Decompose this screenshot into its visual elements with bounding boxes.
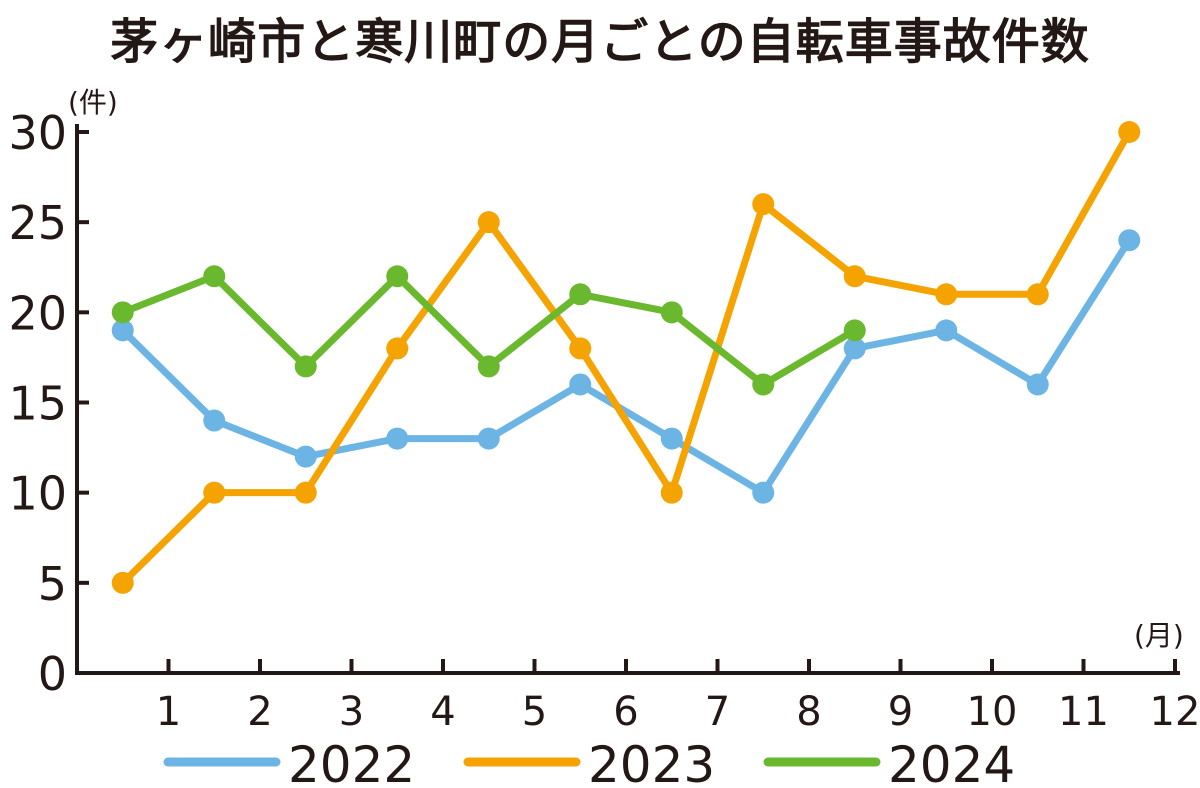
data-point-2022 [660,427,683,450]
x-tick-label: 6 [613,689,638,735]
x-tick-label: 1 [156,689,181,735]
legend-label: 2022 [288,736,415,788]
x-tick-label: 9 [888,689,913,735]
data-point-2022 [843,337,866,360]
data-point-2023 [660,481,683,504]
data-point-2023 [843,265,866,288]
x-tick-label: 8 [796,689,821,735]
data-point-2022 [569,373,592,396]
x-tick-label: 4 [430,689,455,735]
data-point-2022 [935,319,958,342]
x-tick-label: 10 [967,689,1018,735]
x-tick-label: 2 [247,689,272,735]
y-tick-label: 20 [8,286,67,340]
x-tick-label: 12 [1150,689,1200,735]
data-point-2023 [935,283,958,306]
series-line-2023 [120,130,1133,586]
y-tick-label: 15 [8,377,67,431]
data-point-2024 [477,355,500,378]
data-point-2024 [752,373,775,396]
data-point-2024 [386,265,409,288]
x-tick-label: 11 [1058,689,1109,735]
data-point-2024 [660,301,683,324]
data-point-2023 [111,571,134,594]
chart-title: 茅ヶ崎市と寒川町の月ごとの自転車事故件数 [110,14,1090,70]
data-point-2023 [752,193,775,216]
data-point-2022 [477,427,500,450]
x-tick-label: 5 [522,689,547,735]
legend-label: 2023 [588,736,715,788]
data-point-2024 [203,265,226,288]
data-point-2024 [111,301,134,324]
y-tick-label: 10 [8,467,67,521]
y-tick-label: 0 [38,647,67,701]
data-point-2024 [843,319,866,342]
data-point-2022 [203,409,226,432]
series-line-2022 [120,238,1133,497]
data-point-2024 [294,355,317,378]
data-point-2023 [294,481,317,504]
x-tick-label: 7 [705,689,730,735]
data-point-2024 [569,283,592,306]
y-tick-label: 30 [8,106,67,160]
y-tick-label: 25 [8,196,67,250]
data-point-2023 [386,337,409,360]
data-point-2022 [386,427,409,450]
legend-label: 2024 [888,736,1015,788]
data-point-2022 [294,445,317,468]
data-point-2023 [203,481,226,504]
data-point-2023 [569,337,592,360]
data-point-2023 [1026,283,1049,306]
x-axis-unit: (月) [1134,619,1184,652]
data-point-2022 [111,319,134,342]
data-point-2022 [752,481,775,504]
y-axis-unit: (件) [68,86,118,119]
data-point-2022 [1118,229,1141,252]
data-point-2023 [1118,121,1141,143]
y-tick-label: 5 [38,557,67,611]
data-point-2023 [477,211,500,234]
x-tick-label: 3 [339,689,364,735]
data-point-2022 [1026,373,1049,396]
